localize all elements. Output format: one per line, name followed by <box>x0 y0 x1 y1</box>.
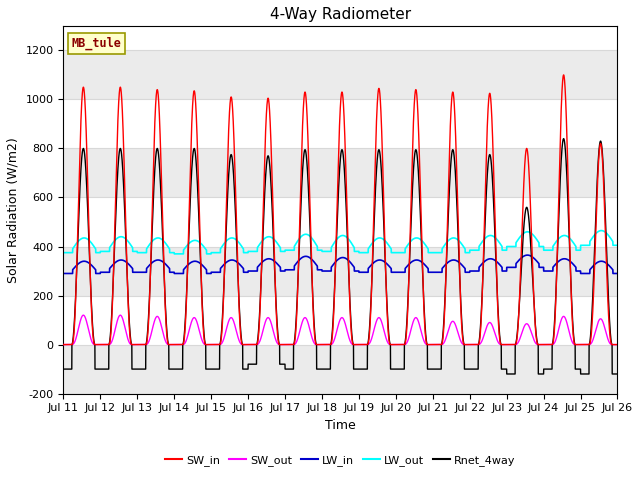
Title: 4-Way Radiometer: 4-Way Radiometer <box>270 7 411 22</box>
Y-axis label: Solar Radiation (W/m2): Solar Radiation (W/m2) <box>7 137 20 283</box>
Bar <box>63 50 618 99</box>
X-axis label: Time: Time <box>325 419 356 432</box>
Bar <box>63 345 618 394</box>
Bar <box>63 247 618 296</box>
Legend: SW_in, SW_out, LW_in, LW_out, Rnet_4way: SW_in, SW_out, LW_in, LW_out, Rnet_4way <box>161 451 520 470</box>
Text: MB_tule: MB_tule <box>72 37 122 50</box>
Bar <box>63 148 618 197</box>
